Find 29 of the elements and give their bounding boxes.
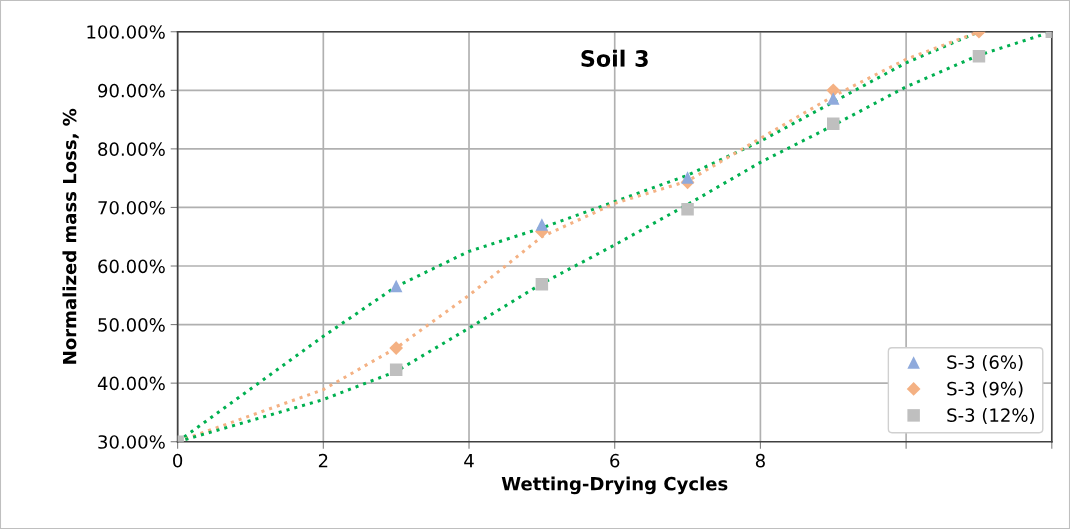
point bbox=[389, 279, 403, 293]
point bbox=[972, 50, 986, 63]
point bbox=[827, 92, 840, 105]
x-tick-label: 8 bbox=[755, 453, 765, 468]
legend-label: S-3 (9%) bbox=[947, 381, 1023, 398]
y-tick-label: 70.00% bbox=[98, 200, 165, 215]
legend-label: S-3 (6%) bbox=[947, 355, 1023, 372]
x-tick-label: 2 bbox=[318, 453, 328, 468]
point bbox=[681, 202, 694, 216]
point bbox=[535, 277, 549, 291]
y-tick-label: 30.00% bbox=[98, 435, 165, 449]
y-tick-label: 50.00% bbox=[98, 318, 165, 332]
y-tick-label: 100.00% bbox=[87, 25, 165, 39]
point bbox=[827, 117, 840, 130]
y-tick-label: 90.00% bbox=[98, 83, 165, 98]
point bbox=[389, 341, 404, 355]
point bbox=[389, 363, 403, 376]
x-tick-label: 4 bbox=[464, 454, 474, 468]
y-axis-title: Normalized mass Loss, % bbox=[62, 108, 79, 364]
point bbox=[681, 171, 694, 184]
y-tick-label: 80.00% bbox=[98, 142, 165, 156]
x-tick-label: 6 bbox=[610, 453, 620, 468]
y-tick-label: 60.00% bbox=[98, 259, 165, 274]
x-tick-label: 0 bbox=[173, 453, 183, 468]
legend-label: S-3 (12%) bbox=[947, 408, 1035, 425]
point bbox=[535, 218, 549, 231]
x-axis-title: Wetting-Drying Cycles bbox=[501, 476, 728, 495]
text: Soil 3 bbox=[581, 49, 648, 67]
y-tick-label: 40.00% bbox=[97, 376, 165, 391]
